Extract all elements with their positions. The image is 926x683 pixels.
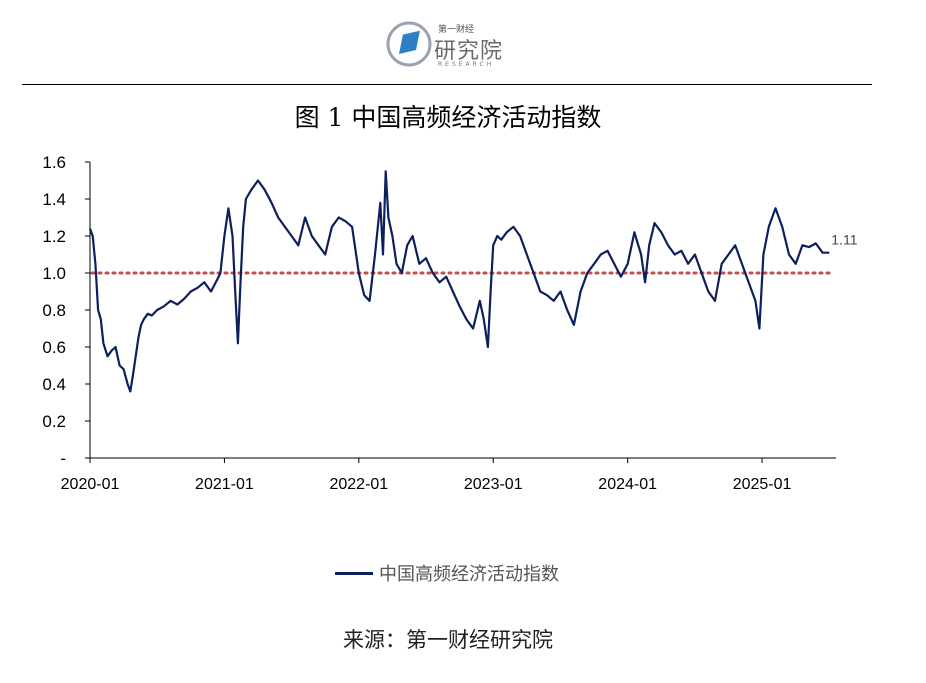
logo-line2: 研究院 bbox=[434, 39, 504, 64]
y-tick-label: 1.0 bbox=[42, 264, 66, 283]
x-tick-label: 2020-01 bbox=[61, 476, 120, 493]
legend-swatch bbox=[335, 571, 373, 575]
y-tick-label: 0.8 bbox=[42, 301, 66, 320]
header-divider bbox=[22, 84, 872, 85]
x-tick-label: 2021-01 bbox=[195, 476, 254, 493]
logo: 第一财经 研究院 RESEARCH bbox=[386, 16, 516, 74]
logo-line3: RESEARCH bbox=[438, 61, 495, 68]
logo-line1: 第一财经 bbox=[438, 25, 475, 35]
y-tick-label: 1.2 bbox=[42, 227, 66, 246]
legend-label: 中国高频经济活动指数 bbox=[379, 564, 559, 585]
chart-title: 图 1 中国高频经济活动指数 bbox=[294, 103, 602, 132]
y-tick-label: 0.2 bbox=[42, 412, 66, 431]
x-tick-label: 2025-01 bbox=[733, 476, 792, 493]
x-tick-label: 2022-01 bbox=[329, 476, 388, 493]
y-tick-label: 0.6 bbox=[42, 338, 66, 357]
book-icon bbox=[386, 21, 432, 67]
legend: 中国高频经济活动指数 bbox=[335, 560, 559, 586]
x-tick-label: 2024-01 bbox=[598, 476, 657, 493]
series-line bbox=[88, 170, 830, 393]
line-chart: - 0.2 0.4 0.6 0.8 1.0 1.2 1.4 1.6 2020-01 2021-01 2… bbox=[42, 153, 857, 493]
y-tick-label: 1.6 bbox=[42, 153, 66, 172]
y-tick-label: 0.4 bbox=[42, 375, 66, 394]
end-value-label: 1.11 bbox=[831, 232, 857, 248]
y-tick-label: - bbox=[60, 449, 66, 468]
x-tick-label: 2023-01 bbox=[464, 476, 523, 493]
y-tick-label: 1.4 bbox=[42, 190, 66, 209]
source-note: 来源：第一财经研究院 bbox=[343, 628, 553, 652]
